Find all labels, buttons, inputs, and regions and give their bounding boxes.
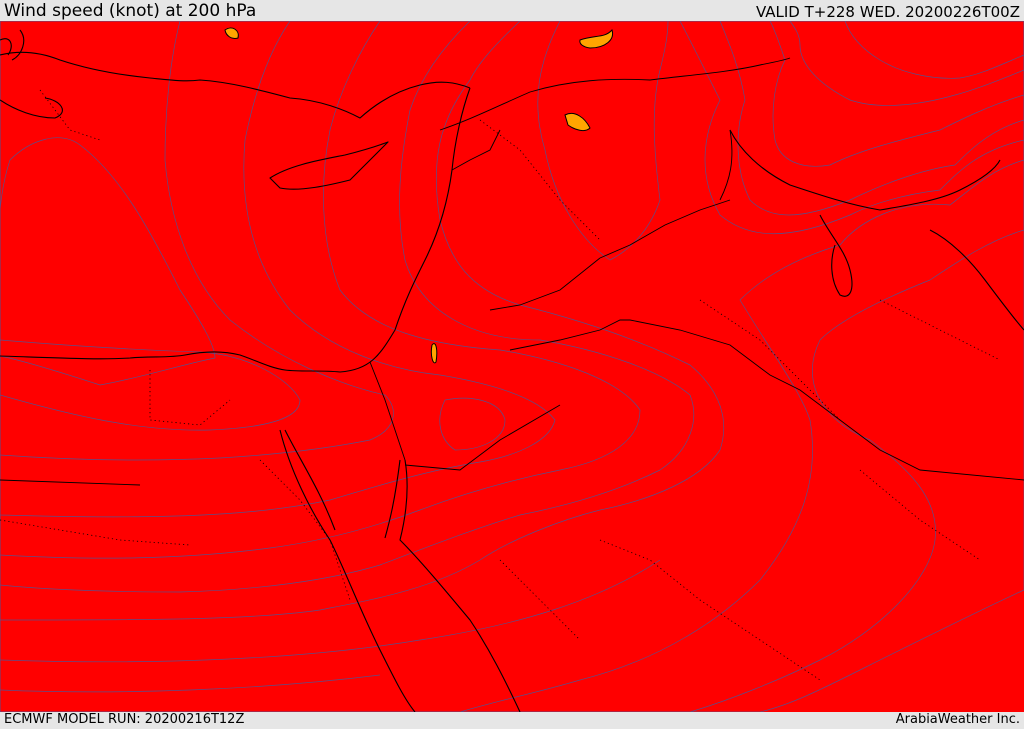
band-10: [0, 21, 1024, 712]
band-9: [0, 21, 1024, 712]
header-bar: Wind speed (knot) at 200 hPa VALID T+228…: [0, 0, 1024, 21]
border-jordan-iraq: [489, 257, 601, 311]
border-iraq-saudi: [629, 319, 821, 406]
admin-boundary: [859, 469, 981, 561]
admin-boundary: [0, 519, 191, 546]
border-jordan-saudi: [509, 319, 630, 351]
lake-urmia: [564, 113, 591, 132]
coastline-gulf-coast: [819, 214, 1024, 331]
band-7: [0, 21, 1024, 712]
band-3: [0, 21, 1024, 518]
coastline-red-sea-east: [399, 459, 521, 712]
model-run: ECMWF MODEL RUN: 20200216T12Z: [4, 712, 245, 727]
weather-map: [0, 21, 1024, 712]
valid-time: VALID T+228 WED. 20200226T00Z: [755, 3, 1020, 21]
border-egypt-israel: [369, 361, 406, 461]
border-iraq-iran: [719, 129, 733, 201]
isotach-line: [537, 21, 669, 261]
coastline-egypt-north: [0, 351, 341, 373]
coastline-aegean: [0, 29, 63, 119]
provider-credit: ArabiaWeather Inc.: [895, 712, 1020, 727]
border-egypt-sudan: [0, 479, 141, 486]
coastline-levant: [339, 87, 471, 373]
band-6: [0, 21, 1024, 621]
coastline-gulf-suez: [284, 429, 401, 539]
map-title: Wind speed (knot) at 200 hPa: [4, 1, 257, 21]
border-sinai-saudi: [404, 404, 561, 471]
footer-bar: ECMWF MODEL RUN: 20200216T12Z ArabiaWeat…: [0, 712, 1024, 729]
isotach-line: [0, 559, 661, 663]
border-syria-iraq: [599, 199, 731, 259]
band-1: [0, 339, 301, 431]
coastline-turkey: [0, 51, 471, 119]
band-2: [0, 21, 1024, 461]
cyprus-island: [269, 141, 389, 190]
lake-dead-sea: [430, 343, 438, 364]
band-0: [0, 137, 216, 386]
coastline-persian-gulf: [729, 129, 1001, 211]
admin-boundary: [599, 539, 821, 681]
band-8: [0, 21, 1024, 712]
band-5: [0, 21, 1024, 593]
lake-tuz: [224, 27, 239, 39]
isotach-line: [0, 674, 381, 693]
lake-van: [579, 28, 614, 49]
wind-speed-map: [0, 21, 1024, 712]
border-saudi-kuwait: [819, 404, 1024, 481]
border-turkey-syria: [439, 57, 791, 131]
coastline-red-sea-west: [279, 429, 416, 712]
border-syria-lebanon: [451, 129, 501, 171]
